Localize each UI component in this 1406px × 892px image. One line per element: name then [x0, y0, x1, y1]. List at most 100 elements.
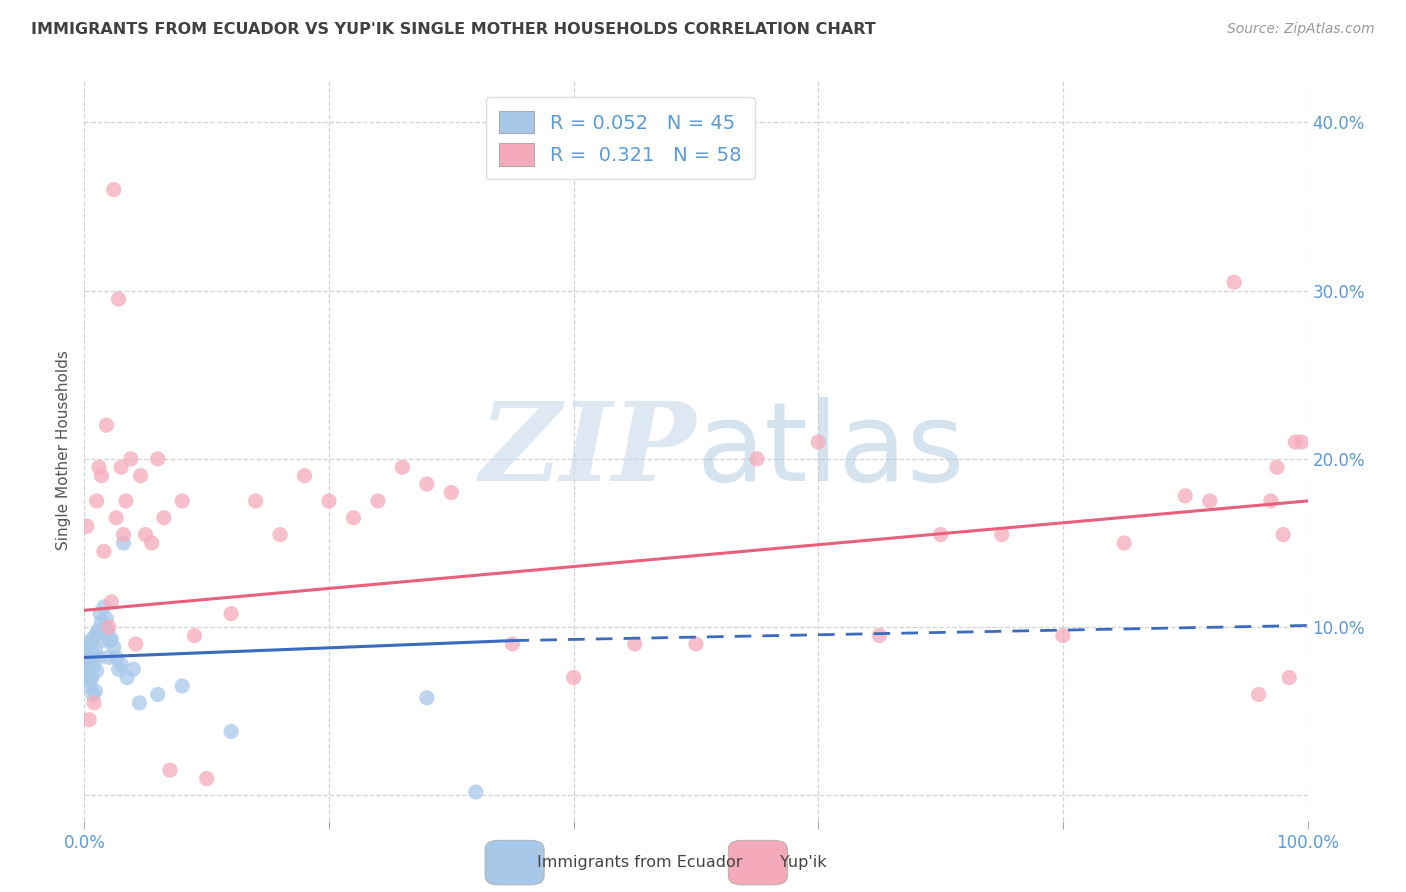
Point [219, 724, 242, 739]
Point [141, 536, 163, 550]
Point [83, 650, 105, 665]
Text: Immigrants from Ecuador: Immigrants from Ecuador [537, 855, 742, 870]
Point [120, 451, 142, 466]
Point [1174, 489, 1197, 503]
Point [110, 657, 132, 672]
Point [77, 640, 100, 655]
Point [96, 418, 118, 433]
Point [1291, 435, 1313, 450]
Point [80, 671, 103, 685]
Point [76, 637, 98, 651]
Point [94, 620, 117, 634]
Point [159, 763, 181, 777]
Point [97, 650, 120, 665]
Point [135, 527, 157, 541]
Point [77, 713, 100, 727]
Point [112, 536, 135, 550]
Point [183, 628, 205, 642]
Point [87, 624, 110, 638]
Point [107, 292, 129, 306]
Point [84, 643, 107, 657]
Point [991, 527, 1014, 541]
Point [1278, 671, 1301, 685]
Point [1247, 688, 1270, 702]
Point [105, 510, 128, 524]
Point [83, 696, 105, 710]
Point [83, 630, 105, 644]
Point [146, 688, 169, 702]
Point [82, 660, 104, 674]
Point [93, 599, 115, 614]
Point [416, 477, 439, 491]
Point [869, 628, 891, 642]
Point [624, 637, 647, 651]
Text: Source: ZipAtlas.com: Source: ZipAtlas.com [1227, 22, 1375, 37]
Point [318, 494, 340, 508]
Point [294, 468, 316, 483]
Point [82, 688, 104, 702]
Point [84, 684, 107, 698]
Point [77, 679, 100, 693]
Point [86, 494, 108, 508]
Point [80, 645, 103, 659]
Point [79, 657, 101, 672]
Point [747, 451, 769, 466]
Point [86, 664, 108, 678]
Point [502, 637, 524, 651]
Text: atlas: atlas [696, 397, 965, 504]
Point [562, 671, 585, 685]
Point [79, 673, 101, 688]
Point [76, 654, 98, 668]
Text: IMMIGRANTS FROM ECUADOR VS YUP'IK SINGLE MOTHER HOUSEHOLDS CORRELATION CHART: IMMIGRANTS FROM ECUADOR VS YUP'IK SINGLE… [31, 22, 876, 37]
Point [1114, 536, 1136, 550]
Point [391, 460, 413, 475]
Point [1223, 275, 1246, 289]
Point [122, 662, 145, 676]
Point [342, 510, 364, 524]
Point [75, 662, 97, 676]
Point [245, 494, 267, 508]
Point [90, 468, 112, 483]
Text: Yup'ik: Yup'ik [780, 855, 827, 870]
Point [440, 485, 463, 500]
Point [146, 451, 169, 466]
Point [100, 595, 122, 609]
Point [79, 633, 101, 648]
Point [1260, 494, 1282, 508]
Point [269, 527, 291, 541]
Point [129, 468, 152, 483]
Point [1272, 527, 1295, 541]
Point [416, 690, 439, 705]
Legend: R = 0.052   N = 45, R =  0.321   N = 58: R = 0.052 N = 45, R = 0.321 N = 58 [485, 97, 755, 179]
Point [98, 633, 121, 648]
Point [103, 183, 125, 197]
Point [89, 607, 111, 621]
Point [87, 650, 110, 665]
Point [107, 662, 129, 676]
Point [1265, 460, 1288, 475]
Point [77, 667, 100, 681]
Point [367, 494, 389, 508]
Point [97, 624, 120, 638]
Point [77, 650, 100, 665]
Point [115, 671, 138, 685]
Point [87, 460, 110, 475]
Point [76, 519, 98, 533]
Point [86, 627, 108, 641]
Point [128, 696, 150, 710]
Point [1284, 435, 1306, 450]
Point [96, 612, 118, 626]
Point [93, 544, 115, 558]
Point [112, 527, 135, 541]
Point [929, 527, 952, 541]
Point [195, 772, 218, 786]
Point [219, 607, 242, 621]
Point [91, 633, 114, 648]
Text: ZIP: ZIP [479, 397, 696, 504]
Point [1052, 628, 1074, 642]
Point [464, 785, 486, 799]
Point [90, 615, 112, 629]
Point [153, 510, 176, 524]
Point [685, 637, 707, 651]
Point [172, 494, 194, 508]
